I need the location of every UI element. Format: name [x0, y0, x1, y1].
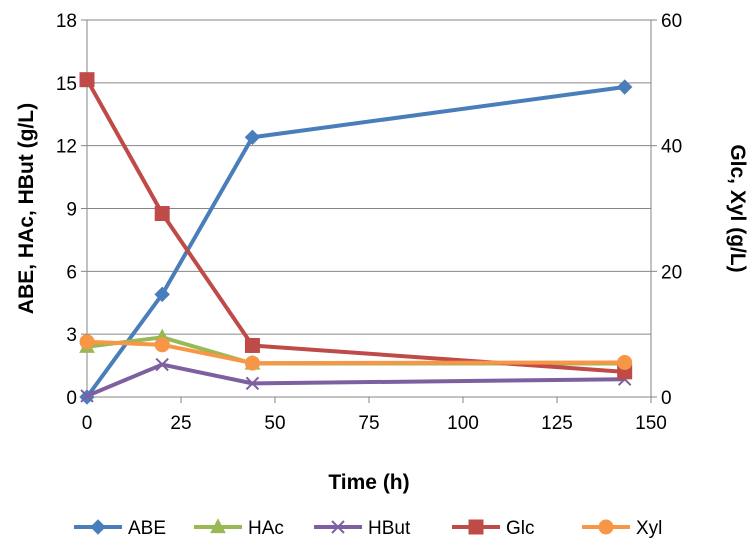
legend-item-xyl: Xyl: [582, 518, 662, 539]
x-tick-label: 100: [447, 413, 479, 434]
data-point-abe: [616, 79, 633, 95]
legend-marker: [598, 519, 614, 535]
series-line-abe: [85, 85, 625, 399]
series-line-hbut: [86, 362, 625, 398]
legend-item-hbut: HBut: [314, 518, 411, 539]
data-point-hbut: [155, 357, 169, 372]
y-right-tick-label: 0: [661, 388, 672, 409]
series-abe: [79, 79, 633, 405]
y-axis-right-title: Glc, Xyl (g/L): [726, 144, 749, 272]
legend: ABE HAc HBut Glc Xyl: [74, 518, 662, 539]
legend-marker: [468, 519, 484, 535]
x-axis-title: Time (h): [328, 471, 409, 494]
legend-label: Glc: [506, 518, 535, 539]
series-line-xyl: [86, 339, 625, 366]
y-left-tick-label: 12: [56, 137, 77, 158]
y-right-tick-label: 60: [661, 11, 682, 32]
x-tick-label: 0: [82, 413, 93, 434]
y-left-tick-label: 18: [56, 11, 77, 32]
series-group: [79, 72, 633, 405]
legend-marker: [331, 520, 345, 534]
data-point-xyl: [79, 334, 95, 350]
legend-label: Xyl: [636, 518, 662, 539]
data-point-glc: [79, 72, 95, 88]
series-xyl: [79, 334, 633, 371]
data-point-abe: [244, 129, 261, 145]
x-tick-label: 150: [635, 413, 667, 434]
y-left-tick-label: 6: [66, 262, 77, 283]
y-left-tick-label: 15: [56, 74, 77, 95]
y-axis-left-title: ABE, HAc, HBut (g/L): [15, 103, 38, 314]
legend-marker: [210, 518, 226, 534]
data-point-xyl: [154, 337, 170, 353]
y-right-tick-label: 40: [661, 137, 682, 158]
tick-labels: 0 3 6 9 12 15 18 0 20 40 60 0 25 50 75 100 125 150: [56, 11, 682, 434]
legend-label: HBut: [368, 518, 411, 539]
y-left-tick-label: 3: [66, 325, 77, 346]
legend-marker: [90, 519, 106, 535]
x-tick-label: 50: [264, 413, 285, 434]
legend-item-glc: Glc: [452, 518, 535, 539]
x-tick-label: 75: [358, 413, 379, 434]
data-point-xyl: [244, 355, 260, 371]
data-point-abe: [154, 286, 170, 303]
data-point-glc: [244, 337, 260, 353]
y-right-tick-label: 20: [661, 262, 682, 283]
y-left-tick-label: 0: [66, 388, 77, 409]
legend-label: HAc: [248, 518, 284, 539]
data-point-xyl: [617, 354, 633, 370]
series-line-glc: [85, 78, 625, 374]
grid-lines: [87, 19, 651, 335]
x-tick-label: 125: [541, 413, 573, 434]
legend-label: ABE: [128, 518, 166, 539]
y-left-tick-label: 9: [66, 200, 77, 221]
legend-item-abe: ABE: [74, 518, 166, 539]
legend-item-hac: HAc: [194, 518, 284, 539]
data-point-hbut: [80, 389, 94, 403]
x-tick-label: 25: [170, 413, 191, 434]
data-point-hbut: [245, 376, 260, 391]
data-point-glc: [154, 206, 170, 222]
